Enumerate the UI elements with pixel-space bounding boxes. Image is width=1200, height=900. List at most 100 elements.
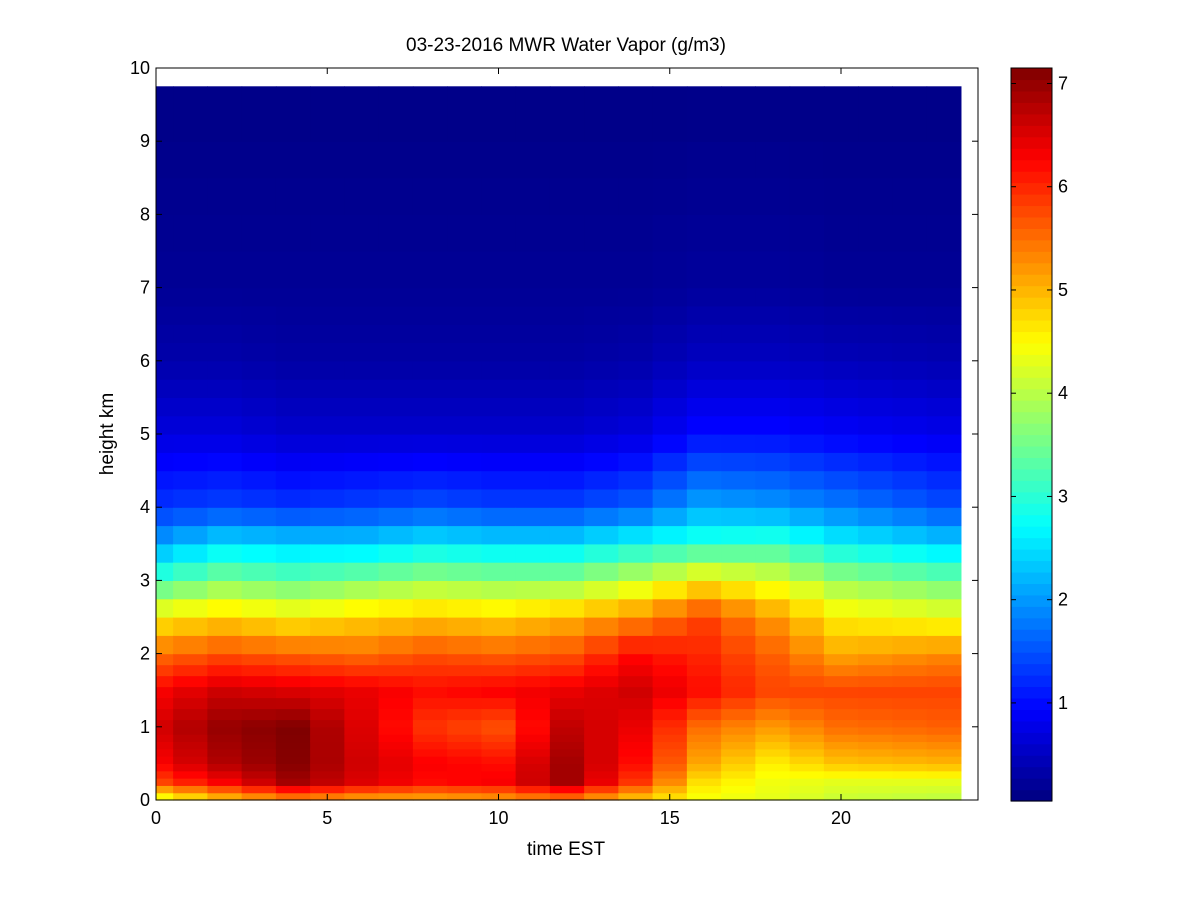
heatmap-cell	[447, 452, 482, 472]
heatmap-cell	[892, 488, 928, 508]
heatmap-cell	[207, 653, 243, 666]
heatmap-cell	[823, 741, 859, 750]
heatmap-cell	[892, 763, 928, 772]
heatmap-cell	[892, 598, 928, 618]
heatmap-cell	[858, 141, 893, 179]
heatmap-cell	[173, 434, 208, 453]
heatmap-cell	[515, 598, 551, 618]
heatmap-cell	[207, 719, 243, 728]
heatmap-cell	[207, 488, 243, 508]
y-tick-label: 2	[140, 644, 150, 664]
heatmap-cell	[275, 324, 311, 344]
heatmap-cell	[755, 653, 791, 666]
heatmap-cell	[721, 617, 756, 636]
heatmap-cell	[481, 543, 517, 563]
heatmap-cell	[275, 488, 311, 508]
heatmap-cell	[241, 598, 277, 618]
heatmap-cell	[241, 379, 277, 398]
heatmap-cell	[378, 360, 414, 380]
colorbar-swatch	[1011, 468, 1052, 481]
heatmap-cell	[447, 756, 482, 764]
heatmap-cell	[789, 324, 825, 344]
heatmap-cell	[823, 287, 859, 307]
heatmap-cell	[515, 543, 551, 563]
heatmap-cell	[823, 360, 859, 380]
heatmap-cell	[241, 360, 277, 380]
heatmap-cell	[275, 748, 311, 757]
heatmap-cell	[892, 379, 928, 398]
colorbar-swatch	[1011, 377, 1052, 390]
heatmap-cell	[447, 719, 482, 728]
heatmap-cell	[584, 360, 619, 380]
heatmap-cell	[823, 305, 859, 325]
heatmap-cell	[447, 141, 482, 179]
heatmap-cell	[412, 748, 448, 757]
heatmap-cell	[156, 525, 174, 545]
heatmap-cell	[858, 507, 893, 527]
heatmap-cell	[549, 756, 585, 764]
heatmap-cell	[618, 664, 654, 677]
heatmap-cell	[275, 726, 311, 735]
heatmap-cell	[515, 748, 551, 757]
heatmap-cell	[156, 342, 174, 362]
heatmap-cell	[515, 675, 551, 688]
heatmap-cell	[823, 415, 859, 435]
heatmap-cell	[275, 580, 311, 600]
heatmap-cell	[686, 452, 722, 472]
heatmap-cell	[823, 86, 859, 142]
heatmap-cell	[584, 470, 619, 490]
heatmap-cell	[823, 785, 859, 794]
heatmap-cell	[310, 397, 345, 417]
heatmap-cell	[447, 251, 482, 289]
heatmap-cell	[173, 741, 208, 750]
heatmap-cell	[412, 177, 448, 215]
heatmap-cell	[515, 214, 551, 252]
heatmap-cell	[344, 251, 380, 289]
heatmap-cell	[412, 488, 448, 508]
heatmap-cell	[755, 342, 791, 362]
heatmap-cell	[241, 86, 277, 142]
heatmap-cell	[173, 86, 208, 142]
heatmap-cell	[310, 741, 345, 750]
heatmap-cell	[584, 525, 619, 545]
heatmap-cell	[755, 360, 791, 380]
heatmap-cell	[412, 141, 448, 179]
heatmap-cell	[447, 708, 482, 721]
heatmap-cell	[515, 562, 551, 581]
heatmap-cell	[686, 342, 722, 362]
heatmap-cell	[652, 726, 688, 735]
heatmap-cell	[378, 470, 414, 490]
heatmap-cell	[549, 415, 585, 435]
heatmap-cell	[755, 141, 791, 179]
heatmap-cell	[721, 434, 756, 453]
heatmap-cell	[755, 488, 791, 508]
heatmap-cell	[412, 251, 448, 289]
heatmap-cell	[378, 507, 414, 527]
heatmap-cell	[652, 635, 688, 655]
heatmap-cell	[686, 434, 722, 453]
heatmap-cell	[344, 635, 380, 655]
heatmap-cell	[344, 770, 380, 779]
heatmap-cell	[686, 470, 722, 490]
plot-area: 0 1 2 3 4 5 6 7 8 9 10 0 5 10 15 20	[130, 58, 979, 828]
heatmap-cell	[618, 452, 654, 472]
heatmap-cell	[823, 452, 859, 472]
heatmap-cell	[344, 664, 380, 677]
heatmap-cell	[755, 697, 791, 710]
heatmap-cell	[447, 785, 482, 794]
heatmap-cell	[275, 562, 311, 581]
colorbar-swatch	[1011, 171, 1052, 184]
heatmap-cell	[618, 562, 654, 581]
heatmap-cell	[173, 763, 208, 772]
heatmap-cell	[858, 562, 893, 581]
heatmap-cell	[156, 86, 174, 142]
heatmap-cell	[652, 697, 688, 710]
heatmap-cell	[549, 342, 585, 362]
heatmap-cell	[652, 562, 688, 581]
heatmap-cell	[618, 342, 654, 362]
heatmap-cell	[447, 177, 482, 215]
heatmap-cell	[652, 141, 688, 179]
heatmap-cell	[378, 726, 414, 735]
heatmap-cell	[584, 770, 619, 779]
heatmap-cell	[173, 342, 208, 362]
